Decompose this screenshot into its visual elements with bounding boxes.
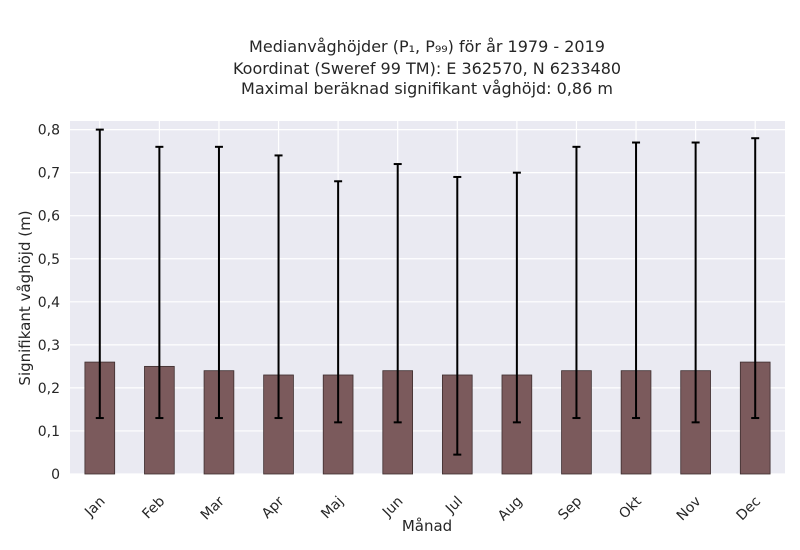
error-bar-sep: [572, 145, 581, 420]
title-line-1: Medianvåghöjder (P₁, P₉₉) för år 1979 - …: [249, 37, 605, 56]
x-tick-label: Apr: [259, 493, 288, 522]
plot-area: [70, 121, 785, 474]
x-tick-label: Maj: [318, 494, 347, 523]
x-axis-label: Månad: [402, 517, 452, 535]
y-tick-label: 0,2: [38, 381, 60, 397]
x-tick-label: Feb: [139, 493, 168, 522]
x-tick-label: Sep: [555, 493, 585, 523]
x-tick-label: Nov: [674, 494, 705, 525]
error-bar-apr: [274, 154, 283, 420]
x-tick-label: Dec: [734, 494, 764, 524]
title-line-3: Maximal beräknad signifikant våghöjd: 0,…: [241, 79, 613, 98]
error-bar-maj: [334, 180, 343, 424]
y-tick-label: 0,3: [38, 338, 60, 354]
y-tick-label: 0,4: [38, 295, 60, 311]
x-tick-label: Aug: [495, 494, 526, 525]
title-line-2: Koordinat (Sweref 99 TM): E 362570, N 62…: [233, 59, 621, 78]
error-bar-jul: [453, 175, 462, 456]
y-axis-ticks: 0 0,1 0,2 0,3 0,4 0,5 0,6 0,7 0,8: [38, 123, 60, 483]
error-bar-nov: [691, 141, 700, 424]
x-tick-label: Mar: [198, 493, 228, 523]
y-tick-label: 0,1: [38, 424, 60, 440]
y-axis-label: Signifikant våghöjd (m): [16, 210, 34, 385]
error-bar-okt: [632, 141, 641, 420]
x-tick-label: Jan: [81, 494, 108, 521]
error-bar-mar: [214, 145, 223, 420]
y-tick-label: 0: [51, 467, 60, 483]
error-bar-dec: [751, 137, 760, 420]
y-tick-label: 0,6: [38, 209, 60, 225]
y-tick-label: 0,8: [38, 123, 60, 139]
error-bar-aug: [512, 171, 521, 424]
y-tick-label: 0,7: [38, 166, 60, 182]
error-bar-jun: [393, 163, 402, 424]
error-bar-feb: [155, 145, 164, 420]
y-tick-label: 0,5: [38, 252, 60, 268]
x-tick-label: Jul: [442, 494, 466, 518]
chart-title: Medianvåghöjder (P₁, P₉₉) för år 1979 - …: [233, 37, 621, 98]
error-bar-jan: [95, 128, 104, 420]
error-bars: [95, 128, 760, 456]
x-tick-label: Okt: [616, 493, 645, 522]
